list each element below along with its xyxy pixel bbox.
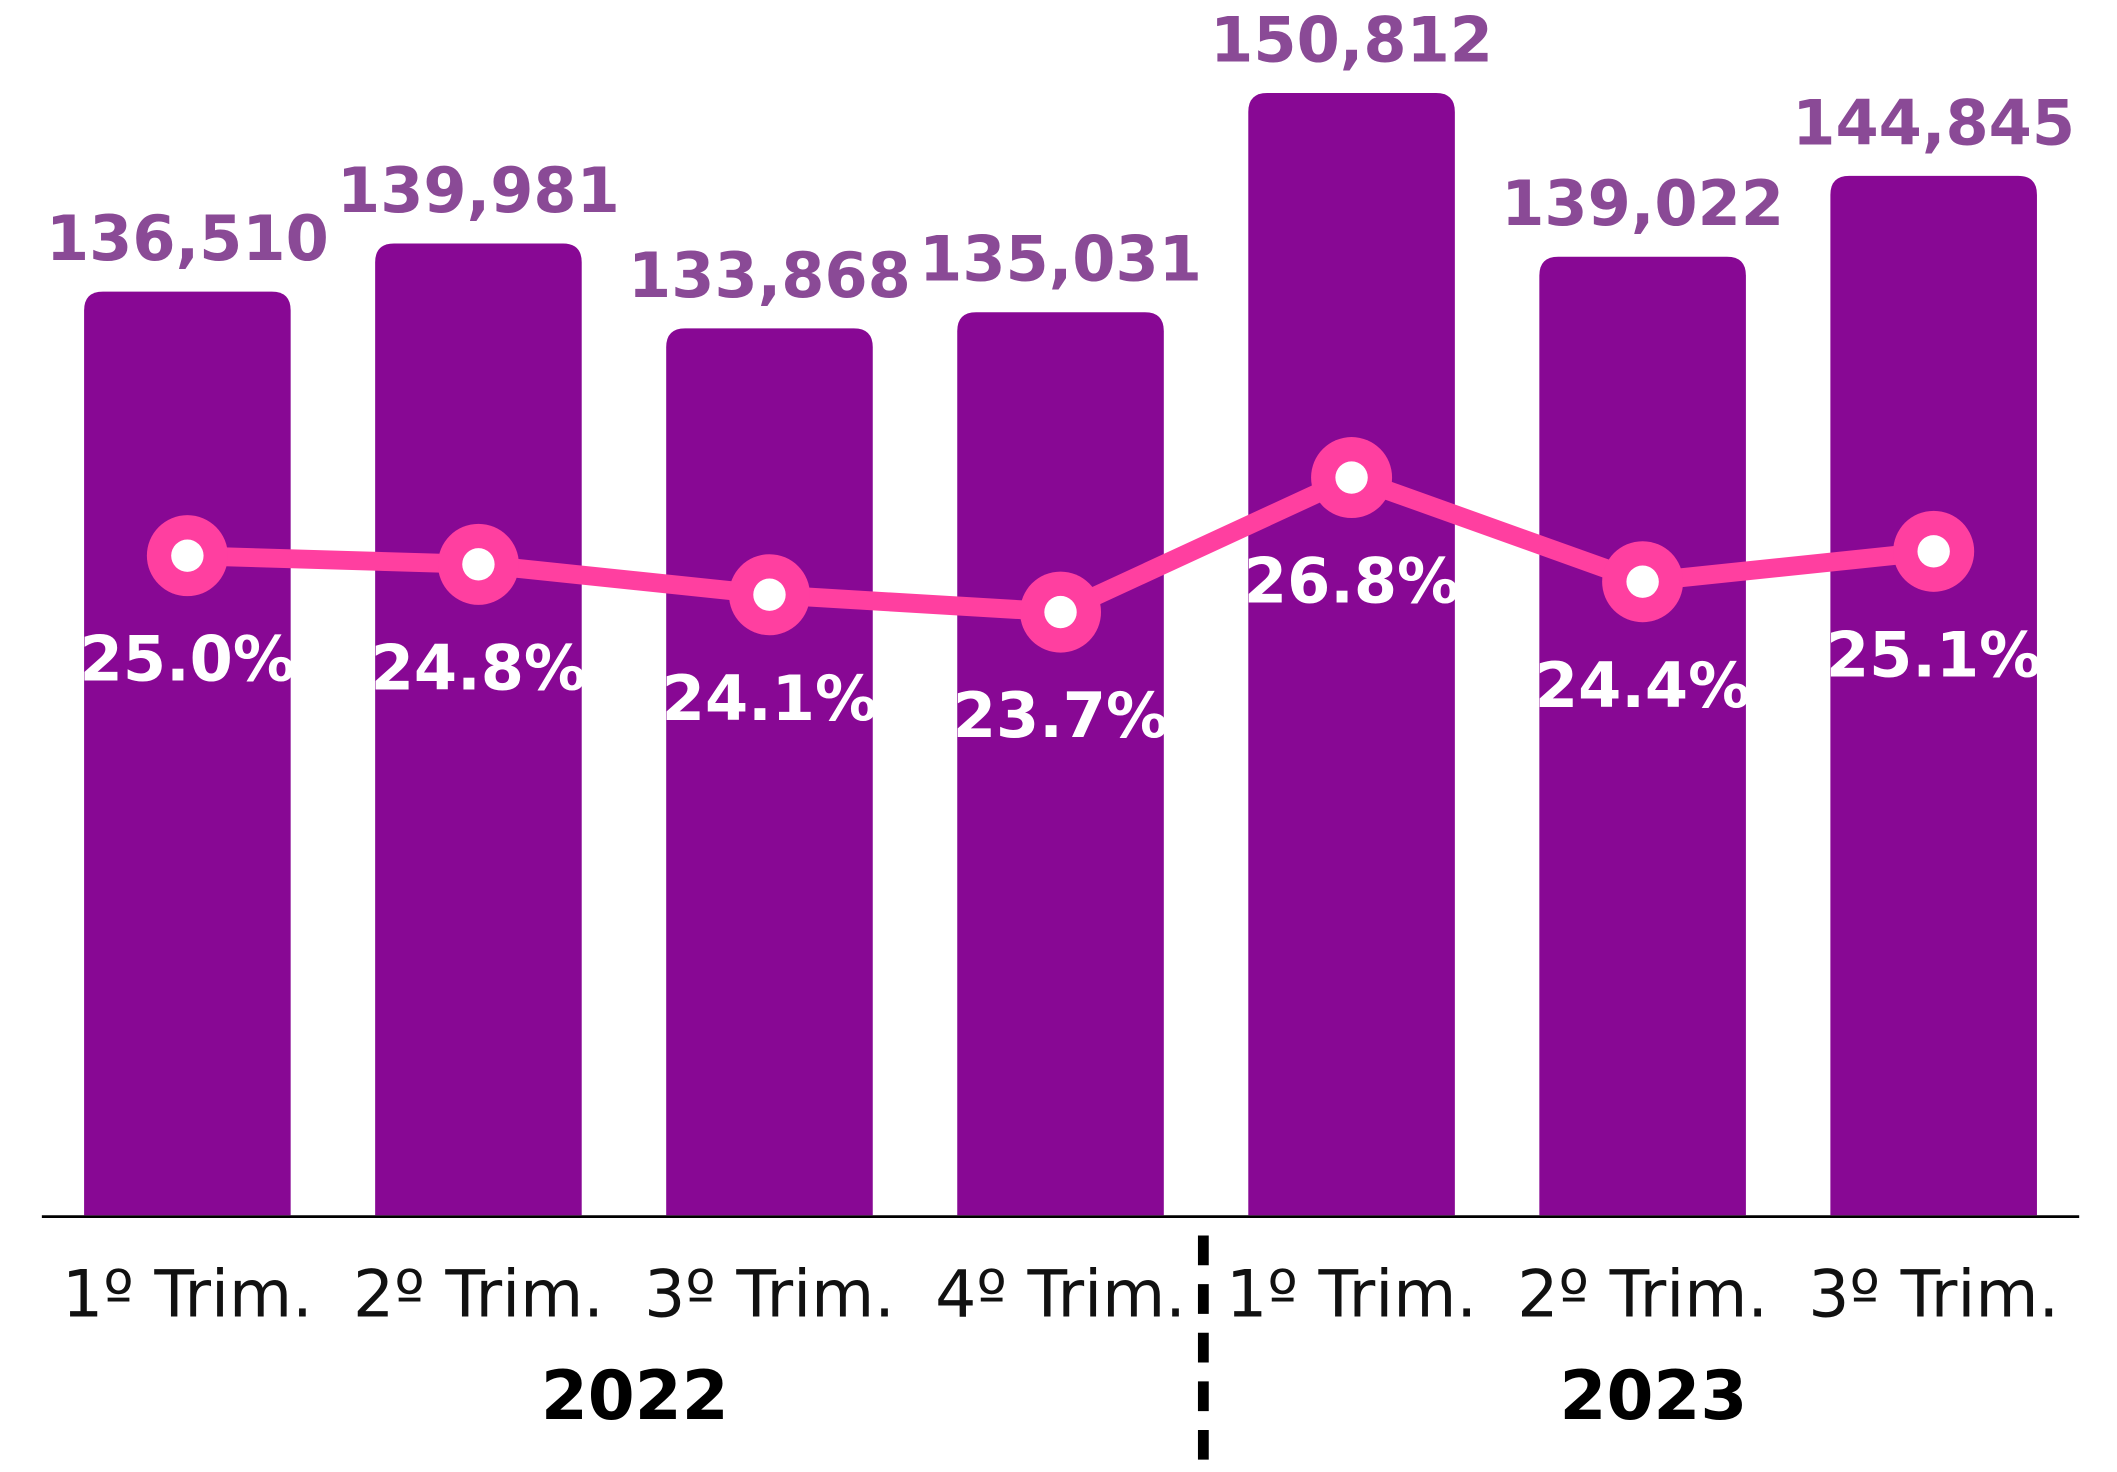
x-tick-label: 3º Trim. [644,1258,895,1333]
line-value-label: 26.8% [1244,545,1459,618]
line-marker-center [462,548,495,581]
bar-value-label: 136,510 [46,202,329,275]
line-marker-center [171,539,204,572]
group-label: 2023 [1559,1356,1747,1435]
bar [1248,93,1455,1216]
line-value-label: 24.1% [662,662,877,735]
bar [666,328,873,1216]
line-marker-center [1626,565,1659,598]
bar [375,243,582,1216]
x-tick-label: 3º Trim. [1808,1258,2059,1333]
line-value-label: 24.4% [1535,649,1750,722]
bar-value-label: 135,031 [919,223,1202,296]
x-tick-label: 2º Trim. [1517,1258,1768,1333]
x-tick-label: 1º Trim. [1226,1258,1477,1333]
group-label: 2022 [541,1356,729,1435]
bar-value-label: 139,022 [1501,167,1784,240]
x-tick-label: 4º Trim. [935,1258,1186,1333]
bar [1539,256,1746,1216]
x-tick-label: 1º Trim. [62,1258,313,1333]
bar [1830,175,2037,1216]
line-marker-center [1917,535,1950,568]
bar-value-label: 144,845 [1792,86,2075,159]
line-value-label: 25.1% [1826,618,2041,691]
x-tick-label: 2º Trim. [353,1258,604,1333]
line-marker-center [1044,595,1077,629]
bar-value-label: 133,868 [628,239,911,312]
line-value-label: 23.7% [953,679,1168,752]
bar-value-label: 139,981 [337,154,620,227]
line-marker-center [1335,461,1368,494]
line-value-label: 24.8% [371,631,586,704]
bar [84,291,291,1216]
line-marker-center [753,578,786,611]
line-value-label: 25.0% [80,623,295,696]
bar-value-label: 150,812 [1210,4,1493,77]
bar [957,312,1164,1216]
